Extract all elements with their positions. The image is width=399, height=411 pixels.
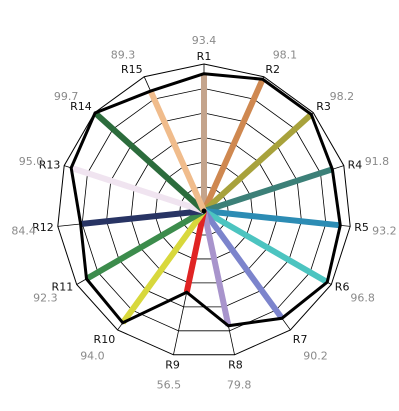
center-marker xyxy=(201,208,207,214)
value-label-r4: 91.8 xyxy=(365,155,390,168)
spoke-r7 xyxy=(201,209,285,321)
value-label-r11: 92.3 xyxy=(33,292,58,305)
value-label-r12: 84.4 xyxy=(11,225,36,238)
value-label-r10: 94.0 xyxy=(80,350,105,363)
category-label-r3: R3 xyxy=(316,100,331,113)
spoke-r9 xyxy=(183,210,207,293)
spoke-r4 xyxy=(203,166,334,214)
spoke-r11 xyxy=(84,208,206,282)
category-label-r7: R7 xyxy=(293,333,308,346)
spoke-r10 xyxy=(120,209,207,325)
grid-ring xyxy=(154,161,254,260)
spoke-r8 xyxy=(201,210,232,327)
category-labels: R1 R2 R3 R4 R5 R6 R7 R8 R9 R10 R11 R12 R13 R14 R15 xyxy=(32,50,369,372)
category-label-r11: R11 xyxy=(52,281,74,294)
grid-ring xyxy=(81,88,327,332)
value-label-r14: 99.7 xyxy=(54,90,79,103)
spoke-r6 xyxy=(202,208,329,285)
value-label-r8: 79.8 xyxy=(227,378,252,391)
category-label-r13: R13 xyxy=(39,158,61,171)
grid-ring xyxy=(179,186,229,236)
category-label-r12: R12 xyxy=(32,221,54,234)
value-label-r7: 90.2 xyxy=(303,350,328,363)
category-label-r8: R8 xyxy=(228,359,243,372)
spoke-r5 xyxy=(203,208,341,229)
value-label-r3: 98.2 xyxy=(330,90,355,103)
value-label-r9: 56.5 xyxy=(157,378,182,391)
value-label-r2: 98.1 xyxy=(273,49,298,62)
grid-ring xyxy=(57,63,351,356)
spoke-r15 xyxy=(147,89,207,213)
category-label-r2: R2 xyxy=(265,63,280,76)
spoke-r14 xyxy=(93,110,207,214)
grid-ring xyxy=(130,137,278,284)
category-label-r1: R1 xyxy=(197,50,212,63)
value-label-r13: 95.0 xyxy=(19,155,44,168)
radar-spokes xyxy=(70,73,341,327)
value-label-r1: 93.4 xyxy=(192,34,217,47)
category-label-r6: R6 xyxy=(335,281,350,294)
value-label-r15: 89.3 xyxy=(111,49,136,62)
category-label-r10: R10 xyxy=(94,333,116,346)
spoke-r12 xyxy=(80,208,205,227)
category-label-r4: R4 xyxy=(348,158,363,171)
category-label-r9: R9 xyxy=(165,359,180,372)
value-label-r6: 96.8 xyxy=(350,292,375,305)
center-dot xyxy=(201,208,207,214)
spoke-r2 xyxy=(201,78,266,213)
category-label-r14: R14 xyxy=(70,100,92,113)
value-labels: 93.4 98.1 98.2 91.8 93.2 96.8 90.2 79.8 56.5 94.0… xyxy=(11,34,396,391)
value-label-r5: 93.2 xyxy=(372,225,397,238)
spoke-r3 xyxy=(201,112,314,214)
series-outline xyxy=(69,72,342,328)
category-label-r5: R5 xyxy=(354,221,369,234)
spoke-r13 xyxy=(70,164,205,214)
category-label-r15: R15 xyxy=(121,63,143,76)
